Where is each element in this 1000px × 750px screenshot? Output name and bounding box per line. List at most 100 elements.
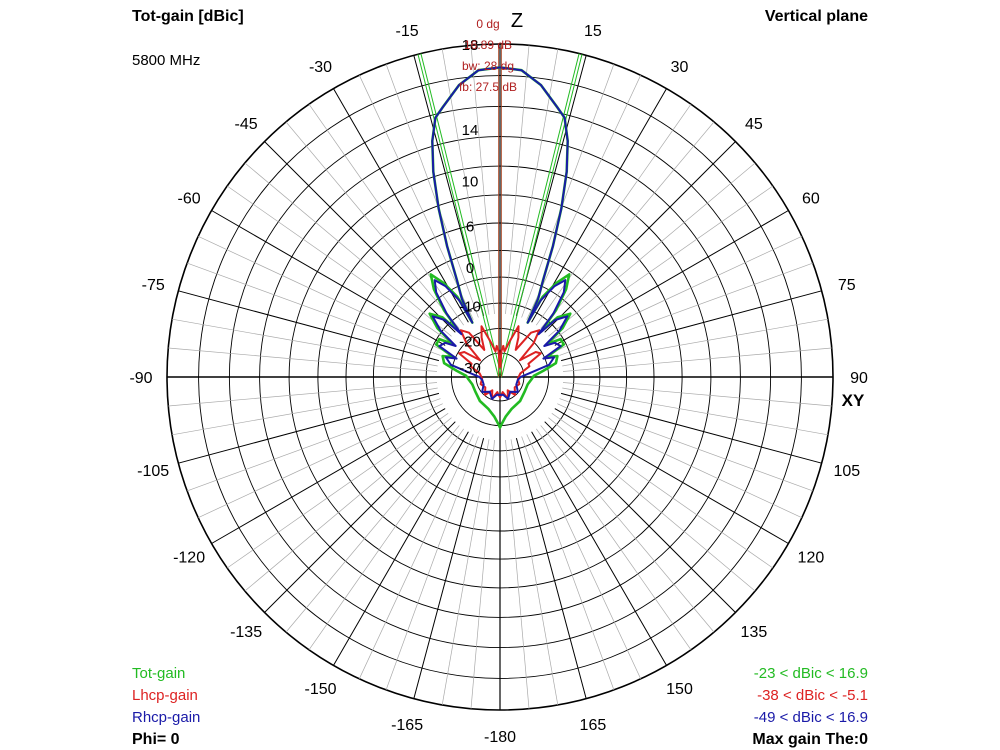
angle-tick-label: 90	[850, 370, 868, 387]
grid-radial-major	[333, 88, 469, 323]
range-lhcp-gain: -38 < dBic < -5.1	[757, 687, 868, 704]
beam-crosshair-line	[417, 54, 499, 378]
grid-radial-minor	[521, 436, 615, 691]
grid-radial-minor	[505, 439, 530, 709]
angle-tick-label: 165	[580, 717, 607, 734]
grid-radial-minor	[548, 417, 756, 592]
beam-info-line: 16.89 dB	[464, 38, 512, 52]
grid-radial-minor	[505, 45, 530, 315]
radial-tick-label: -30	[459, 360, 481, 377]
chart-title: Tot-gain [dBic]	[132, 8, 244, 25]
max-gain-label: Max gain The:0	[752, 731, 868, 748]
angle-tick-label: -105	[137, 463, 169, 480]
grid-radial-major	[544, 141, 736, 333]
radial-tick-label: -20	[459, 333, 481, 350]
grid-radial-major	[560, 392, 822, 464]
grid-radial-major	[531, 431, 667, 666]
beam-info-annotations: 0 dg 16.89 dB bw: 28 dg fb: 27.5 dB	[459, 17, 517, 94]
beam-info-line: fb: 27.5 dB	[459, 80, 517, 94]
plane-label: Vertical plane	[764, 8, 868, 25]
grid-radial-minor	[198, 235, 443, 351]
grid-radial-minor	[385, 63, 479, 318]
angle-tick-label: 75	[838, 277, 856, 294]
grid-radial-minor	[510, 49, 559, 315]
grid-radial-minor	[536, 103, 692, 326]
angle-tick-label: 60	[802, 191, 820, 208]
grid-radial-minor	[559, 398, 814, 492]
grid-radial-minor	[168, 347, 438, 372]
beam-crosshair-line	[498, 53, 580, 377]
grid-radial-minor	[226, 413, 449, 569]
grid-radial-minor	[441, 49, 490, 315]
grid-radial-minor	[358, 75, 474, 320]
angle-tick-label: 135	[741, 624, 768, 641]
series-lhcp-gain	[458, 325, 542, 400]
grid-radial-major	[413, 437, 485, 699]
grid-radial-minor	[244, 162, 452, 337]
radial-tick-label: 0	[466, 260, 474, 277]
beam-crosshair-lines	[417, 44, 583, 378]
angle-tick-label: -135	[230, 624, 262, 641]
grid-radial-major	[264, 141, 456, 333]
grid-radial-minor	[172, 318, 438, 367]
grid-radial-minor	[557, 235, 802, 351]
frequency-label: 5800 MHz	[132, 52, 201, 69]
grid-radial-minor	[285, 425, 460, 633]
grid-radial-minor	[470, 45, 495, 315]
angle-tick-labels: 153045607590105120135150165-180-15-30-45…	[129, 23, 868, 746]
grid-radial-minor	[308, 428, 464, 651]
grid-radial-minor	[540, 425, 715, 633]
grid-radial-major	[554, 210, 789, 346]
grid-radial-major	[554, 408, 789, 544]
grid-radial-minor	[308, 103, 464, 326]
grid-radial-major	[333, 431, 469, 666]
grid-radial-minor	[526, 434, 642, 679]
xy-axis-label: XY	[842, 391, 865, 410]
grid-radial-major	[211, 408, 446, 544]
series-tot-gain	[428, 66, 572, 429]
angular-grid-lines	[167, 44, 833, 710]
grid-radial-major	[531, 88, 667, 323]
grid-radial-minor	[562, 387, 828, 436]
angle-tick-label: 150	[666, 681, 693, 698]
grid-radial-minor	[285, 121, 460, 329]
angle-tick-label: -180	[484, 729, 516, 746]
angle-tick-label: -150	[304, 681, 336, 698]
angle-tick-label: -75	[142, 277, 165, 294]
radial-tick-label: -10	[459, 298, 481, 315]
grid-radial-minor	[562, 382, 832, 407]
grid-radial-major	[211, 210, 446, 346]
beam-info-line: bw: 28 dg	[462, 59, 514, 73]
grid-radial-minor	[172, 387, 438, 436]
angle-tick-label: -90	[129, 370, 152, 387]
grid-radial-minor	[358, 434, 474, 679]
grid-radial-major	[560, 290, 822, 362]
grid-radial-minor	[536, 428, 692, 651]
beam-crosshair-line	[420, 53, 502, 377]
angle-tick-label: -45	[235, 116, 258, 133]
grid-radial-minor	[540, 121, 715, 329]
angle-tick-label: 30	[671, 59, 689, 76]
series-layer	[428, 66, 572, 429]
angle-tick-label: 105	[833, 463, 860, 480]
grid-radial-minor	[244, 417, 452, 592]
range-rhcp-gain: -49 < dBic < 16.9	[753, 709, 868, 726]
grid-radial-minor	[168, 382, 438, 407]
grid-radial-major	[544, 421, 736, 613]
grid-radial-minor	[551, 413, 774, 569]
beam-crosshair-line	[501, 54, 583, 378]
radial-tick-label: 6	[466, 219, 474, 236]
grid-radial-minor	[226, 185, 449, 341]
angle-tick-label: 15	[584, 23, 602, 40]
legend-rhcp-gain: Rhcp-gain	[132, 709, 201, 726]
radial-tick-label: 14	[462, 122, 479, 139]
radial-tick-labels: 18 14 10 6 0 -10 -20 -30	[459, 37, 481, 377]
grid-radial-minor	[557, 403, 802, 519]
grid-radial-minor	[526, 75, 642, 320]
grid-radial-minor	[186, 262, 441, 356]
grid-radial-minor	[470, 439, 495, 709]
beam-info-line: 0 dg	[476, 17, 499, 31]
grid-radial-major	[264, 421, 456, 613]
grid-radial-minor	[510, 439, 559, 705]
